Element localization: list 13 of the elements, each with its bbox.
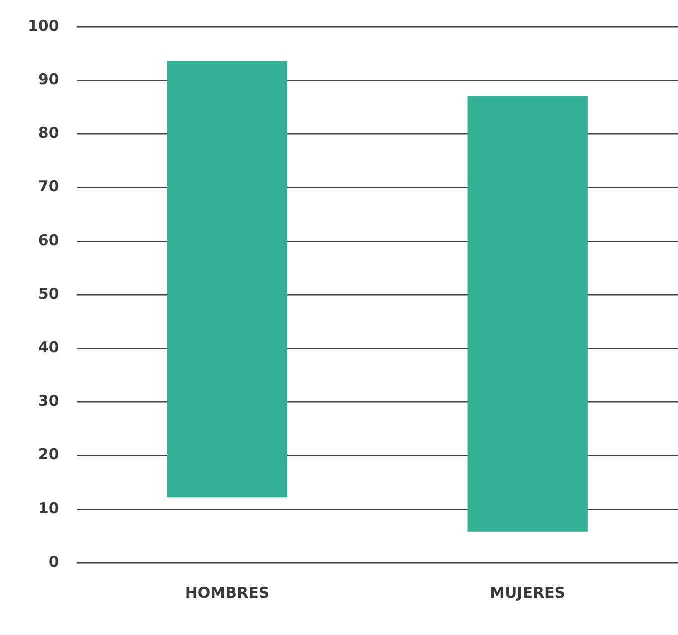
y-tick-label: 0 bbox=[48, 552, 60, 571]
y-tick-label: 80 bbox=[38, 124, 60, 142]
y-tick-label: 70 bbox=[38, 178, 60, 196]
y-tick-label: 50 bbox=[38, 284, 60, 303]
y-tick-label: 90 bbox=[38, 70, 60, 88]
y-tick-label: 10 bbox=[38, 499, 60, 518]
y-tick-label: 100 bbox=[28, 16, 60, 35]
y-tick-label: 30 bbox=[38, 392, 60, 410]
y-tick-label: 60 bbox=[38, 231, 60, 250]
y-tick-label: 20 bbox=[38, 446, 60, 464]
x-tick-label: HOMBRES bbox=[185, 584, 270, 602]
y-tick-label: 40 bbox=[38, 338, 60, 356]
x-tick-label: MUJERES bbox=[490, 584, 566, 602]
